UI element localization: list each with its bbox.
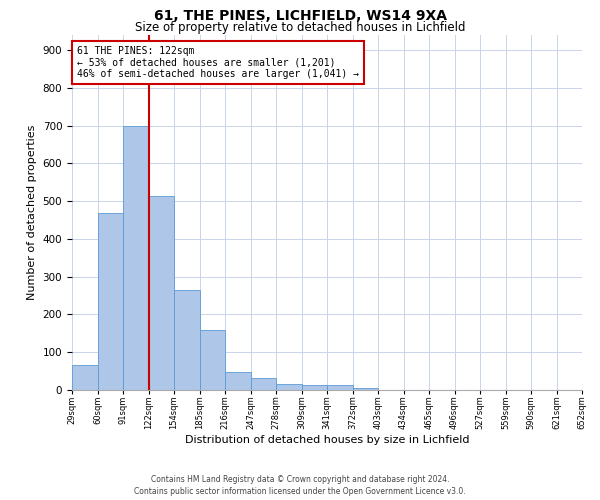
Bar bbox=[123, 126, 149, 390]
Bar bbox=[225, 372, 251, 390]
Text: 61 THE PINES: 122sqm
← 53% of detached houses are smaller (1,201)
46% of semi-de: 61 THE PINES: 122sqm ← 53% of detached h… bbox=[77, 46, 359, 79]
Y-axis label: Number of detached properties: Number of detached properties bbox=[27, 125, 37, 300]
Bar bbox=[72, 366, 97, 390]
Bar bbox=[251, 378, 276, 390]
Bar bbox=[327, 386, 353, 390]
Bar bbox=[276, 384, 302, 390]
Bar bbox=[174, 290, 199, 390]
Bar bbox=[199, 330, 225, 390]
X-axis label: Distribution of detached houses by size in Lichfield: Distribution of detached houses by size … bbox=[185, 435, 469, 445]
Bar bbox=[149, 196, 174, 390]
Bar bbox=[97, 212, 123, 390]
Bar bbox=[302, 386, 327, 390]
Text: Contains HM Land Registry data © Crown copyright and database right 2024.
Contai: Contains HM Land Registry data © Crown c… bbox=[134, 474, 466, 496]
Bar bbox=[353, 388, 378, 390]
Text: 61, THE PINES, LICHFIELD, WS14 9XA: 61, THE PINES, LICHFIELD, WS14 9XA bbox=[154, 9, 446, 23]
Text: Size of property relative to detached houses in Lichfield: Size of property relative to detached ho… bbox=[135, 22, 465, 35]
